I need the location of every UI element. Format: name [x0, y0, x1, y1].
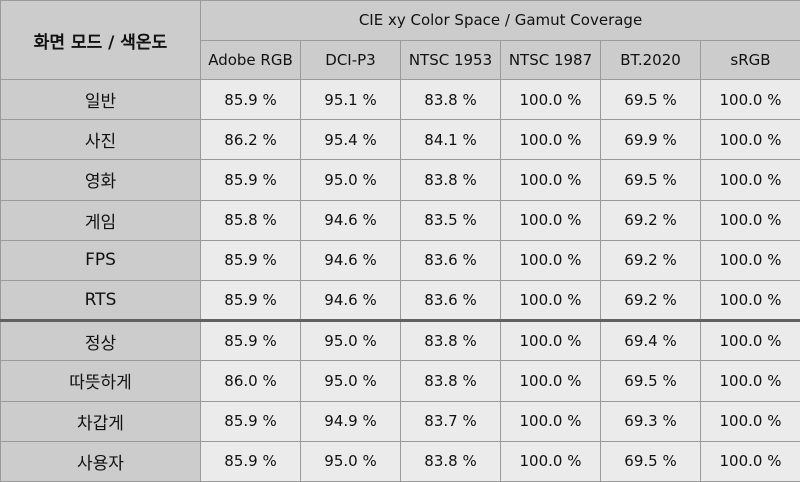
table-row: 차갑게 85.9 % 94.9 % 83.7 % 100.0 % 69.3 % … — [1, 401, 800, 441]
table-cell: 83.6 % — [401, 280, 501, 320]
corner-header: 화면 모드 / 색온도 — [1, 1, 201, 80]
table-cell: 85.9 % — [201, 280, 301, 320]
row-label: 사용자 — [1, 441, 201, 481]
table-cell: 85.9 % — [201, 401, 301, 441]
table-cell: 94.9 % — [301, 401, 401, 441]
table-cell: 83.8 % — [401, 361, 501, 401]
table-row: 사진 86.2 % 95.4 % 84.1 % 100.0 % 69.9 % 1… — [1, 120, 800, 160]
table-cell: 86.0 % — [201, 361, 301, 401]
table-header: 화면 모드 / 색온도 CIE xy Color Space / Gamut C… — [1, 1, 800, 80]
table-cell: 100.0 % — [501, 441, 601, 481]
row-label: FPS — [1, 240, 201, 280]
table-cell: 95.0 % — [301, 321, 401, 361]
row-label: 게임 — [1, 200, 201, 240]
table-cell: 83.8 % — [401, 80, 501, 120]
table-row: 영화 85.9 % 95.0 % 83.8 % 100.0 % 69.5 % 1… — [1, 160, 800, 200]
table-cell: 100.0 % — [501, 200, 601, 240]
table-cell: 85.8 % — [201, 200, 301, 240]
table-cell: 100.0 % — [501, 160, 601, 200]
table-cell: 94.6 % — [301, 280, 401, 320]
table-cell: 69.2 % — [601, 240, 701, 280]
table-cell: 95.4 % — [301, 120, 401, 160]
table-cell: 85.9 % — [201, 441, 301, 481]
table-cell: 100.0 % — [701, 280, 800, 320]
column-header: NTSC 1987 — [501, 40, 601, 80]
table-cell: 69.5 % — [601, 80, 701, 120]
table-cell: 100.0 % — [501, 401, 601, 441]
row-label: 일반 — [1, 80, 201, 120]
table-row: 일반 85.9 % 95.1 % 83.8 % 100.0 % 69.5 % 1… — [1, 80, 800, 120]
table-row: FPS 85.9 % 94.6 % 83.6 % 100.0 % 69.2 % … — [1, 240, 800, 280]
row-label: 영화 — [1, 160, 201, 200]
table-cell: 100.0 % — [701, 80, 800, 120]
table-cell: 83.8 % — [401, 160, 501, 200]
table-row: RTS 85.9 % 94.6 % 83.6 % 100.0 % 69.2 % … — [1, 280, 800, 320]
row-label: 따뜻하게 — [1, 361, 201, 401]
table-cell: 83.8 % — [401, 441, 501, 481]
table-cell: 83.6 % — [401, 240, 501, 280]
table-cell: 85.9 % — [201, 240, 301, 280]
table-cell: 83.7 % — [401, 401, 501, 441]
row-label: 정상 — [1, 321, 201, 361]
table-cell: 86.2 % — [201, 120, 301, 160]
row-label: 차갑게 — [1, 401, 201, 441]
table-cell: 100.0 % — [701, 321, 800, 361]
table-cell: 69.5 % — [601, 441, 701, 481]
table-body: 일반 85.9 % 95.1 % 83.8 % 100.0 % 69.5 % 1… — [1, 80, 800, 482]
table-cell: 100.0 % — [501, 280, 601, 320]
table-cell: 85.9 % — [201, 160, 301, 200]
table-row: 정상 85.9 % 95.0 % 83.8 % 100.0 % 69.4 % 1… — [1, 321, 800, 361]
table-cell: 100.0 % — [701, 160, 800, 200]
table-cell: 69.2 % — [601, 280, 701, 320]
row-label: 사진 — [1, 120, 201, 160]
table-cell: 100.0 % — [501, 361, 601, 401]
table-cell: 69.2 % — [601, 200, 701, 240]
table-cell: 83.5 % — [401, 200, 501, 240]
table-cell: 95.1 % — [301, 80, 401, 120]
table-cell: 69.3 % — [601, 401, 701, 441]
table-cell: 69.5 % — [601, 160, 701, 200]
table-cell: 94.6 % — [301, 200, 401, 240]
table-cell: 100.0 % — [501, 80, 601, 120]
table-cell: 84.1 % — [401, 120, 501, 160]
group-header: CIE xy Color Space / Gamut Coverage — [201, 1, 800, 41]
table-cell: 100.0 % — [701, 120, 800, 160]
column-header: DCI-P3 — [301, 40, 401, 80]
table-cell: 100.0 % — [501, 120, 601, 160]
table-cell: 85.9 % — [201, 321, 301, 361]
column-header: Adobe RGB — [201, 40, 301, 80]
table-row: 사용자 85.9 % 95.0 % 83.8 % 100.0 % 69.5 % … — [1, 441, 800, 481]
table-row: 게임 85.8 % 94.6 % 83.5 % 100.0 % 69.2 % 1… — [1, 200, 800, 240]
column-header: NTSC 1953 — [401, 40, 501, 80]
column-header: BT.2020 — [601, 40, 701, 80]
table-cell: 95.0 % — [301, 441, 401, 481]
row-label: RTS — [1, 280, 201, 320]
table-cell: 100.0 % — [701, 200, 800, 240]
table-cell: 100.0 % — [701, 441, 800, 481]
table-cell: 100.0 % — [701, 401, 800, 441]
table-cell: 69.5 % — [601, 361, 701, 401]
table-cell: 100.0 % — [701, 361, 800, 401]
table-cell: 100.0 % — [501, 321, 601, 361]
header-row-group: 화면 모드 / 색온도 CIE xy Color Space / Gamut C… — [1, 1, 800, 41]
table-cell: 94.6 % — [301, 240, 401, 280]
table-cell: 100.0 % — [501, 240, 601, 280]
table-cell: 83.8 % — [401, 321, 501, 361]
table-row: 따뜻하게 86.0 % 95.0 % 83.8 % 100.0 % 69.5 %… — [1, 361, 800, 401]
table-cell: 69.9 % — [601, 120, 701, 160]
column-header: sRGB — [701, 40, 800, 80]
table-cell: 85.9 % — [201, 80, 301, 120]
table-cell: 100.0 % — [701, 240, 800, 280]
table-cell: 69.4 % — [601, 321, 701, 361]
table-cell: 95.0 % — [301, 361, 401, 401]
table-cell: 95.0 % — [301, 160, 401, 200]
